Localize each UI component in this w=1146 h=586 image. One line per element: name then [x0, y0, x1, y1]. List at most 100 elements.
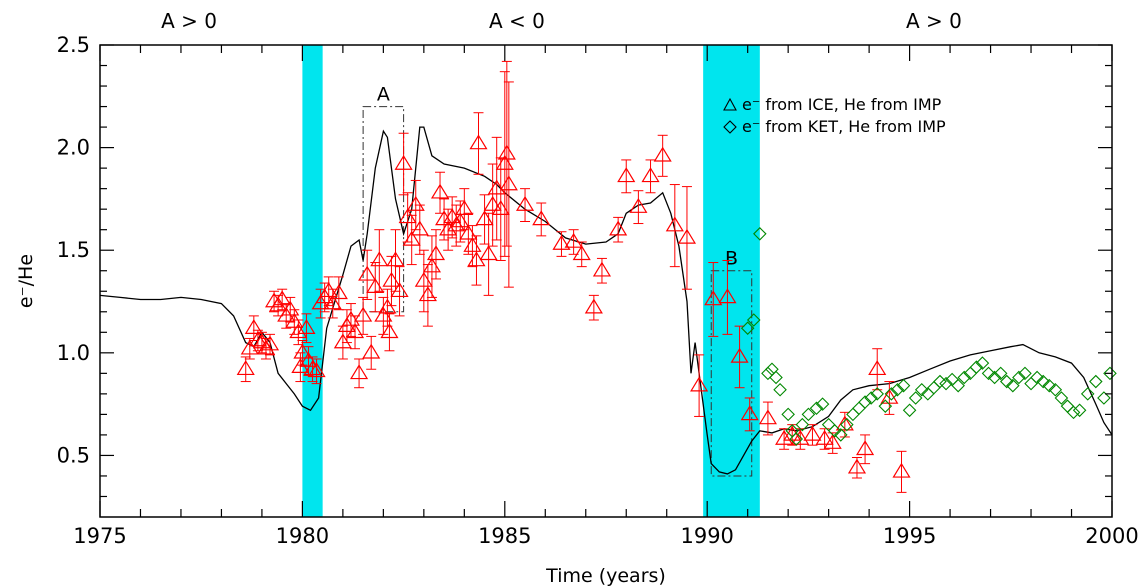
- ket-point-8: [781, 407, 795, 422]
- ice-point-17: [297, 313, 316, 344]
- triangle-marker: [592, 261, 612, 277]
- triangle-marker: [847, 458, 867, 474]
- triangle-marker: [455, 200, 474, 215]
- y-tick-label-1.5: 1.5: [57, 238, 90, 262]
- triangle-marker: [856, 440, 875, 456]
- legend-triangle-icon: [723, 97, 737, 111]
- triangle-marker: [677, 228, 697, 244]
- series-ice: [236, 60, 911, 493]
- ice-point-77: [609, 216, 628, 243]
- ket-point-24: [878, 399, 893, 413]
- ice-point-2: [240, 337, 259, 360]
- ice-point-86: [718, 259, 737, 335]
- triangle-marker: [430, 183, 450, 199]
- ket-point-57: [1080, 387, 1095, 401]
- ket-point-5: [765, 362, 779, 377]
- ket-point-20: [852, 401, 866, 416]
- triangle-marker: [354, 306, 373, 322]
- series-ket: [740, 227, 1117, 446]
- ice-point-69: [499, 81, 518, 288]
- ket-point-46: [1012, 370, 1026, 385]
- x-tick-label-2000: 2000: [1085, 524, 1138, 548]
- y-tick-label-0.5: 0.5: [57, 443, 90, 467]
- triangle-marker: [775, 429, 794, 445]
- y-tick-label-1.0: 1.0: [57, 341, 90, 365]
- triangle-marker: [497, 144, 516, 160]
- ket-point-51: [1042, 378, 1057, 393]
- triangle-marker: [552, 234, 571, 250]
- ket-point-33: [933, 374, 947, 389]
- y-tick-label-2.5: 2.5: [57, 33, 90, 57]
- tick-labels: 1975 1980 1985 1990 1995 2000 0.5 1.0 1.5 2.0 2.5: [57, 33, 1139, 548]
- triangle-marker: [704, 290, 723, 306]
- ice-point-98: [856, 434, 875, 465]
- x-tick-label-1985: 1985: [478, 524, 531, 548]
- legend-label-ket: e⁻ from KET, He from IMP: [742, 117, 946, 136]
- ice-point-85: [704, 262, 723, 337]
- ket-point-23: [870, 387, 884, 401]
- ket-point-16: [827, 424, 842, 438]
- triangle-marker: [289, 323, 308, 339]
- triangle-marker: [378, 298, 397, 314]
- triangle-marker: [329, 284, 348, 300]
- triangle-marker: [390, 282, 409, 298]
- triangle-marker: [629, 197, 648, 213]
- ice-point-78: [617, 159, 636, 194]
- annotation-boxes: AB: [362, 84, 753, 477]
- x-tick-label-1995: 1995: [883, 524, 936, 548]
- ice-point-38: [380, 313, 399, 352]
- ket-point-26: [890, 382, 905, 397]
- ice-point-12: [281, 296, 300, 323]
- triangle-marker: [823, 433, 842, 449]
- ice-point-41: [390, 266, 409, 317]
- ice-point-81: [653, 134, 672, 177]
- triangle-marker: [718, 288, 737, 304]
- ket-point-53: [1054, 391, 1069, 405]
- triangle-marker: [641, 167, 660, 183]
- ice-point-89: [758, 401, 777, 436]
- triangle-marker: [293, 343, 312, 359]
- ket-point-28: [902, 403, 917, 418]
- triangle-marker: [868, 360, 887, 376]
- shaded-band-1: [302, 45, 323, 517]
- ice-point-99: [868, 348, 887, 391]
- ice-point-35: [370, 229, 389, 292]
- triangle-marker: [260, 335, 280, 351]
- ket-point-32: [927, 380, 941, 395]
- ice-point-71: [532, 202, 551, 237]
- x-tick-label-1980: 1980: [276, 524, 329, 548]
- ice-point-83: [677, 186, 697, 290]
- triangle-marker: [307, 362, 326, 378]
- ket-point-2: [746, 313, 761, 327]
- triangle-marker: [835, 415, 854, 431]
- ket-point-27: [896, 378, 911, 393]
- triangle-marker: [880, 388, 899, 404]
- ice-point-50: [426, 229, 446, 280]
- ket-point-50: [1036, 374, 1050, 389]
- triangle-marker: [345, 323, 365, 339]
- ket-point-48: [1024, 376, 1038, 391]
- ice-point-37: [378, 288, 397, 327]
- x-axis-label: Time (years): [545, 565, 666, 586]
- ket-point-43: [993, 366, 1008, 381]
- ket-point-3: [753, 227, 767, 241]
- triangle-marker: [653, 146, 672, 162]
- model-curve-path: [99, 126, 1113, 475]
- triangle-marker: [803, 425, 822, 441]
- ket-point-1: [740, 321, 755, 335]
- ice-point-7: [260, 333, 280, 356]
- axis-ticks: [99, 44, 1113, 517]
- triangle-marker: [609, 220, 628, 236]
- polarity-labels: A > 0 A < 0 A > 0: [161, 9, 962, 33]
- plot-frame: [99, 44, 1113, 518]
- ket-point-7: [773, 382, 787, 397]
- ice-point-51: [430, 171, 450, 214]
- ket-point-47: [1018, 366, 1032, 381]
- ket-point-21: [858, 395, 872, 409]
- ket-point-40: [975, 356, 990, 370]
- ice-point-92: [791, 428, 810, 450]
- ket-point-49: [1030, 370, 1044, 385]
- ket-point-11: [795, 417, 810, 432]
- ice-point-49: [422, 235, 442, 298]
